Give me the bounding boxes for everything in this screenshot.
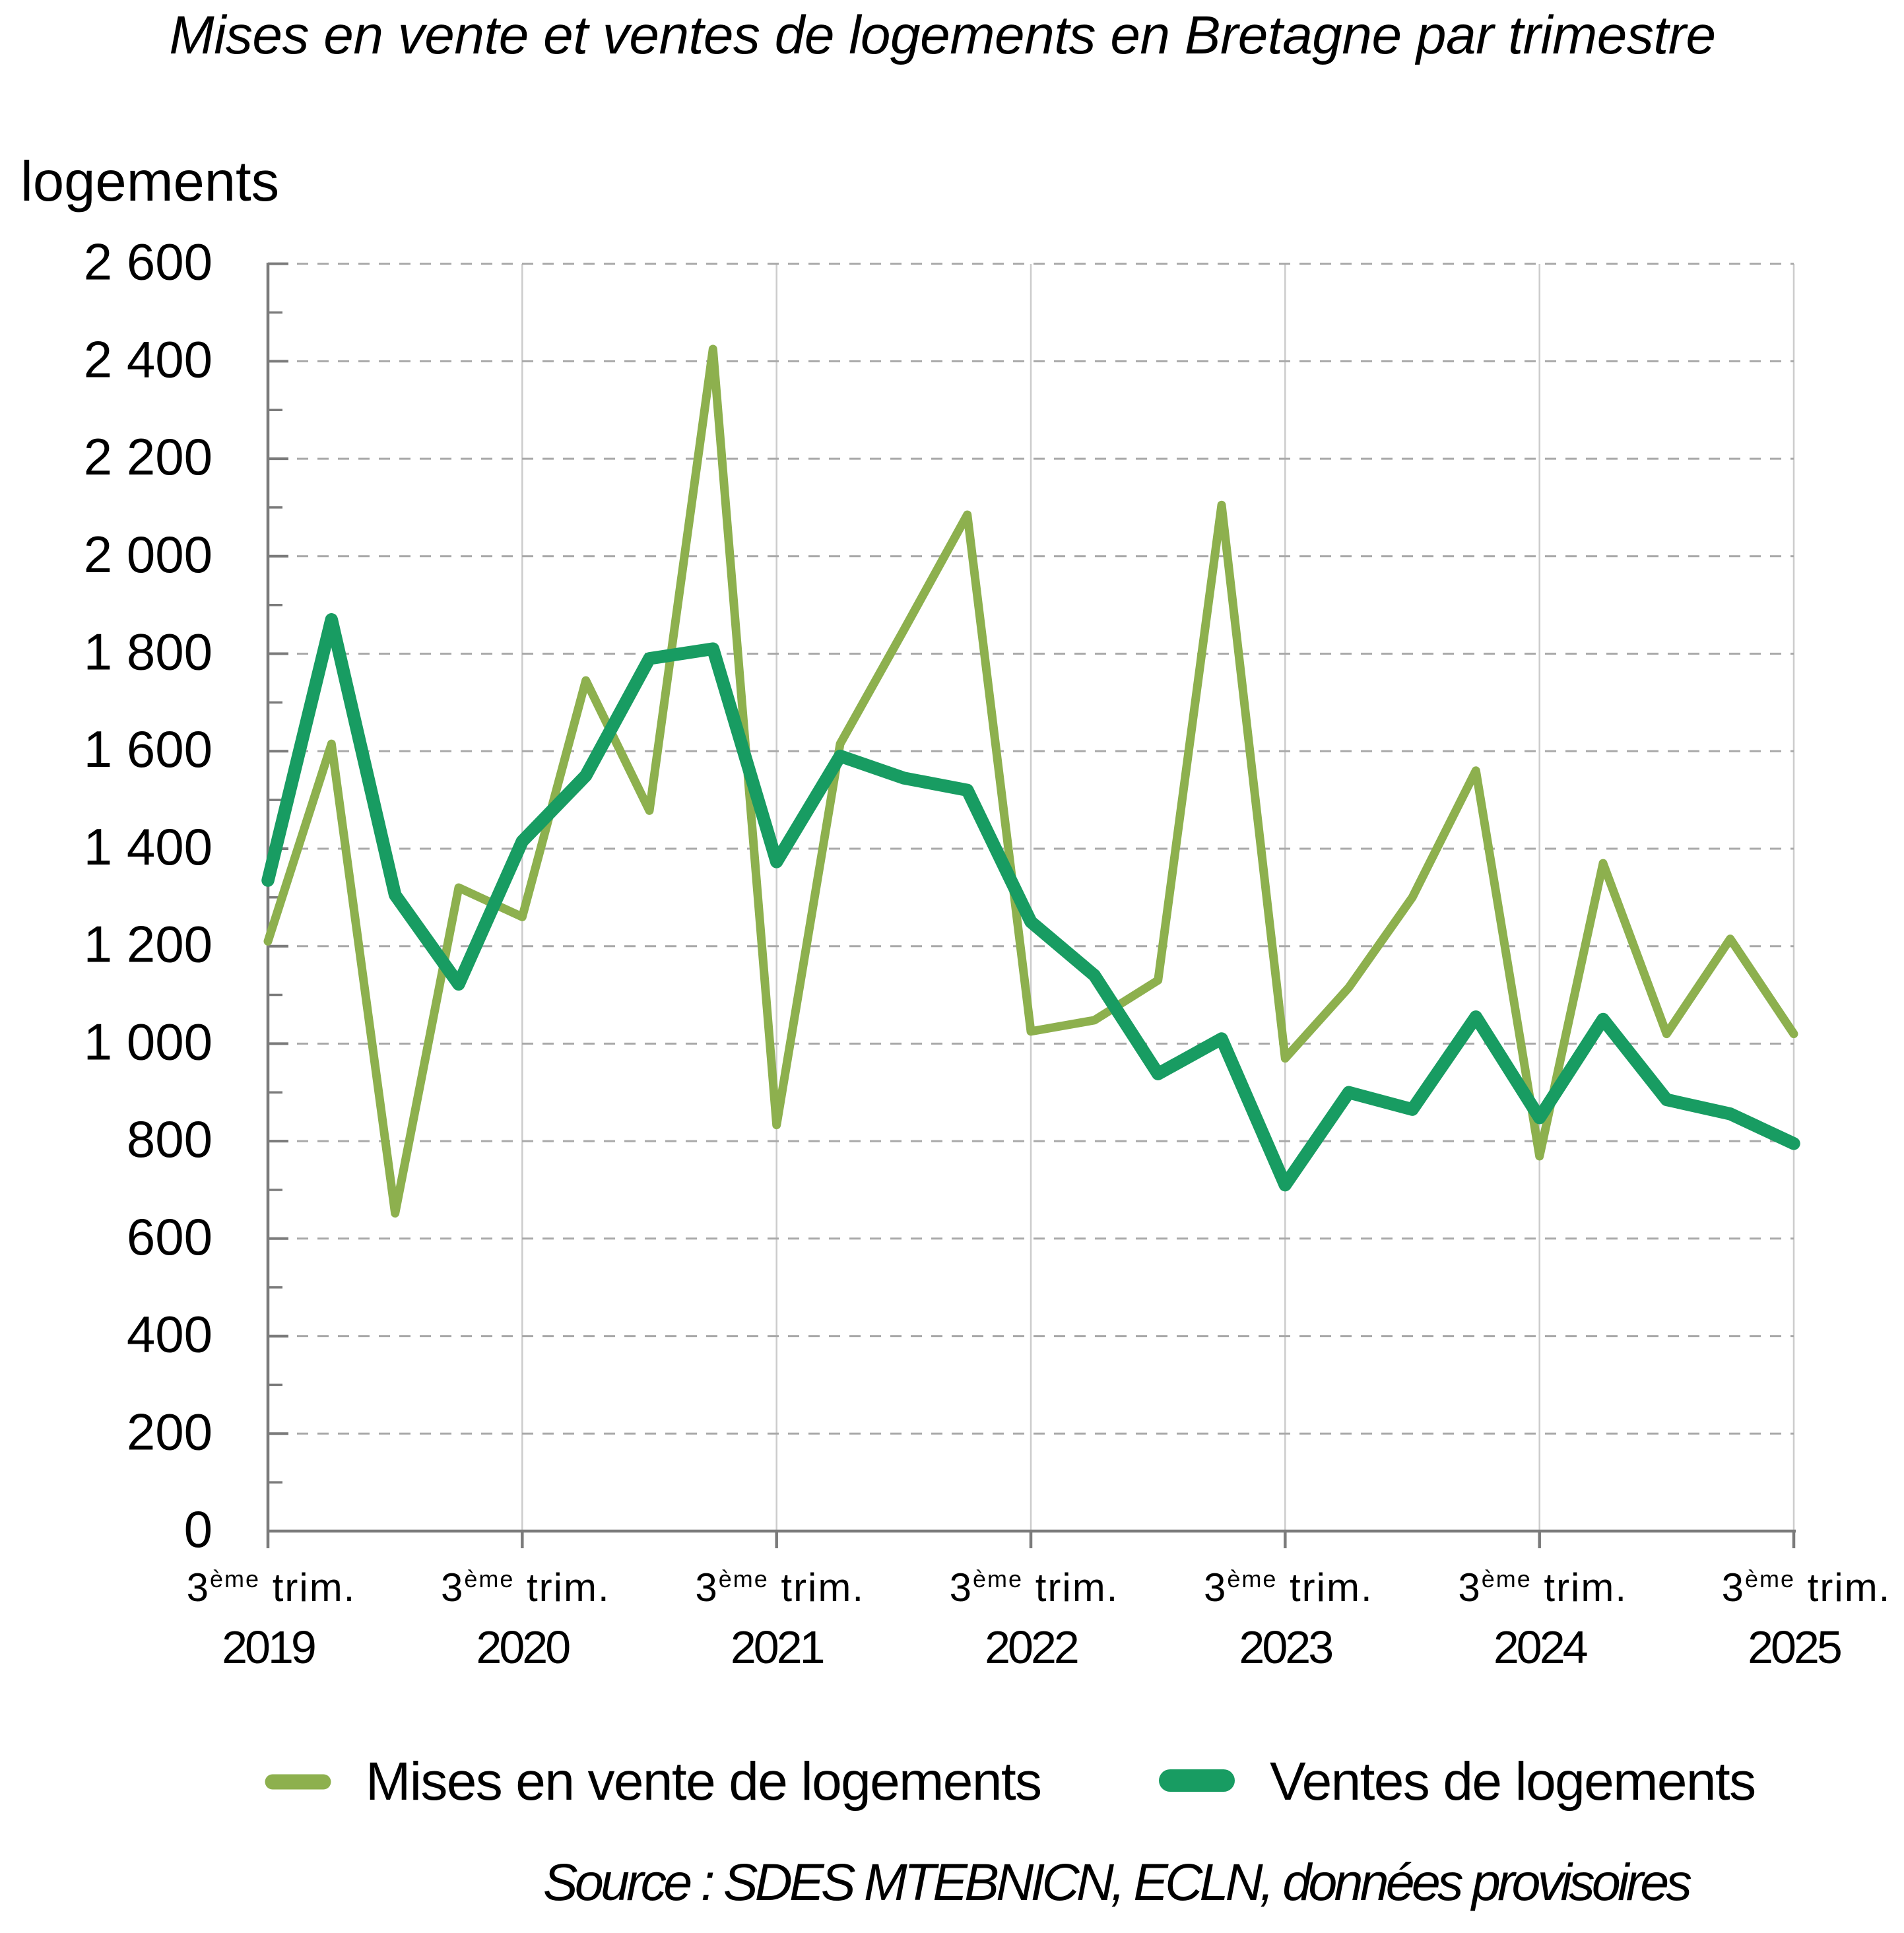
svg-text:3ème trim.: 3ème trim. <box>950 1565 1119 1610</box>
svg-text:2025: 2025 <box>1748 1622 1841 1673</box>
svg-text:3ème trim.: 3ème trim. <box>1204 1565 1373 1610</box>
svg-text:2 600: 2 600 <box>84 233 213 291</box>
svg-text:600: 600 <box>127 1208 213 1266</box>
svg-text:2019: 2019 <box>222 1622 315 1673</box>
svg-text:2 000: 2 000 <box>84 525 213 583</box>
svg-text:2020: 2020 <box>476 1622 570 1673</box>
svg-text:1 000: 1 000 <box>84 1012 213 1070</box>
svg-text:200: 200 <box>127 1402 213 1460</box>
svg-text:Ventes de logements: Ventes de logements <box>1270 1752 1755 1812</box>
svg-text:2 200: 2 200 <box>84 428 213 486</box>
svg-text:2021: 2021 <box>731 1622 824 1673</box>
svg-text:2022: 2022 <box>985 1622 1078 1673</box>
svg-text:1 200: 1 200 <box>84 915 213 973</box>
svg-text:logements: logements <box>20 150 279 213</box>
svg-text:0: 0 <box>184 1500 213 1558</box>
svg-text:2 400: 2 400 <box>84 330 213 388</box>
svg-text:Source : SDES MTEBNICN, ECLN,: Source : SDES MTEBNICN, ECLN, données pr… <box>543 1852 1691 1911</box>
svg-text:Mises en vente de logements: Mises en vente de logements <box>366 1752 1041 1812</box>
svg-text:Mises en vente et ventes de lo: Mises en vente et ventes de logements en… <box>169 5 1715 65</box>
svg-text:2024: 2024 <box>1494 1622 1587 1673</box>
svg-text:800: 800 <box>127 1110 213 1168</box>
svg-text:1 800: 1 800 <box>84 623 213 681</box>
svg-text:1 400: 1 400 <box>84 818 213 876</box>
svg-text:1 600: 1 600 <box>84 720 213 778</box>
svg-text:2023: 2023 <box>1239 1622 1332 1673</box>
svg-text:3ème trim.: 3ème trim. <box>695 1565 865 1610</box>
svg-text:3ème trim.: 3ème trim. <box>1458 1565 1627 1610</box>
svg-text:400: 400 <box>127 1305 213 1363</box>
